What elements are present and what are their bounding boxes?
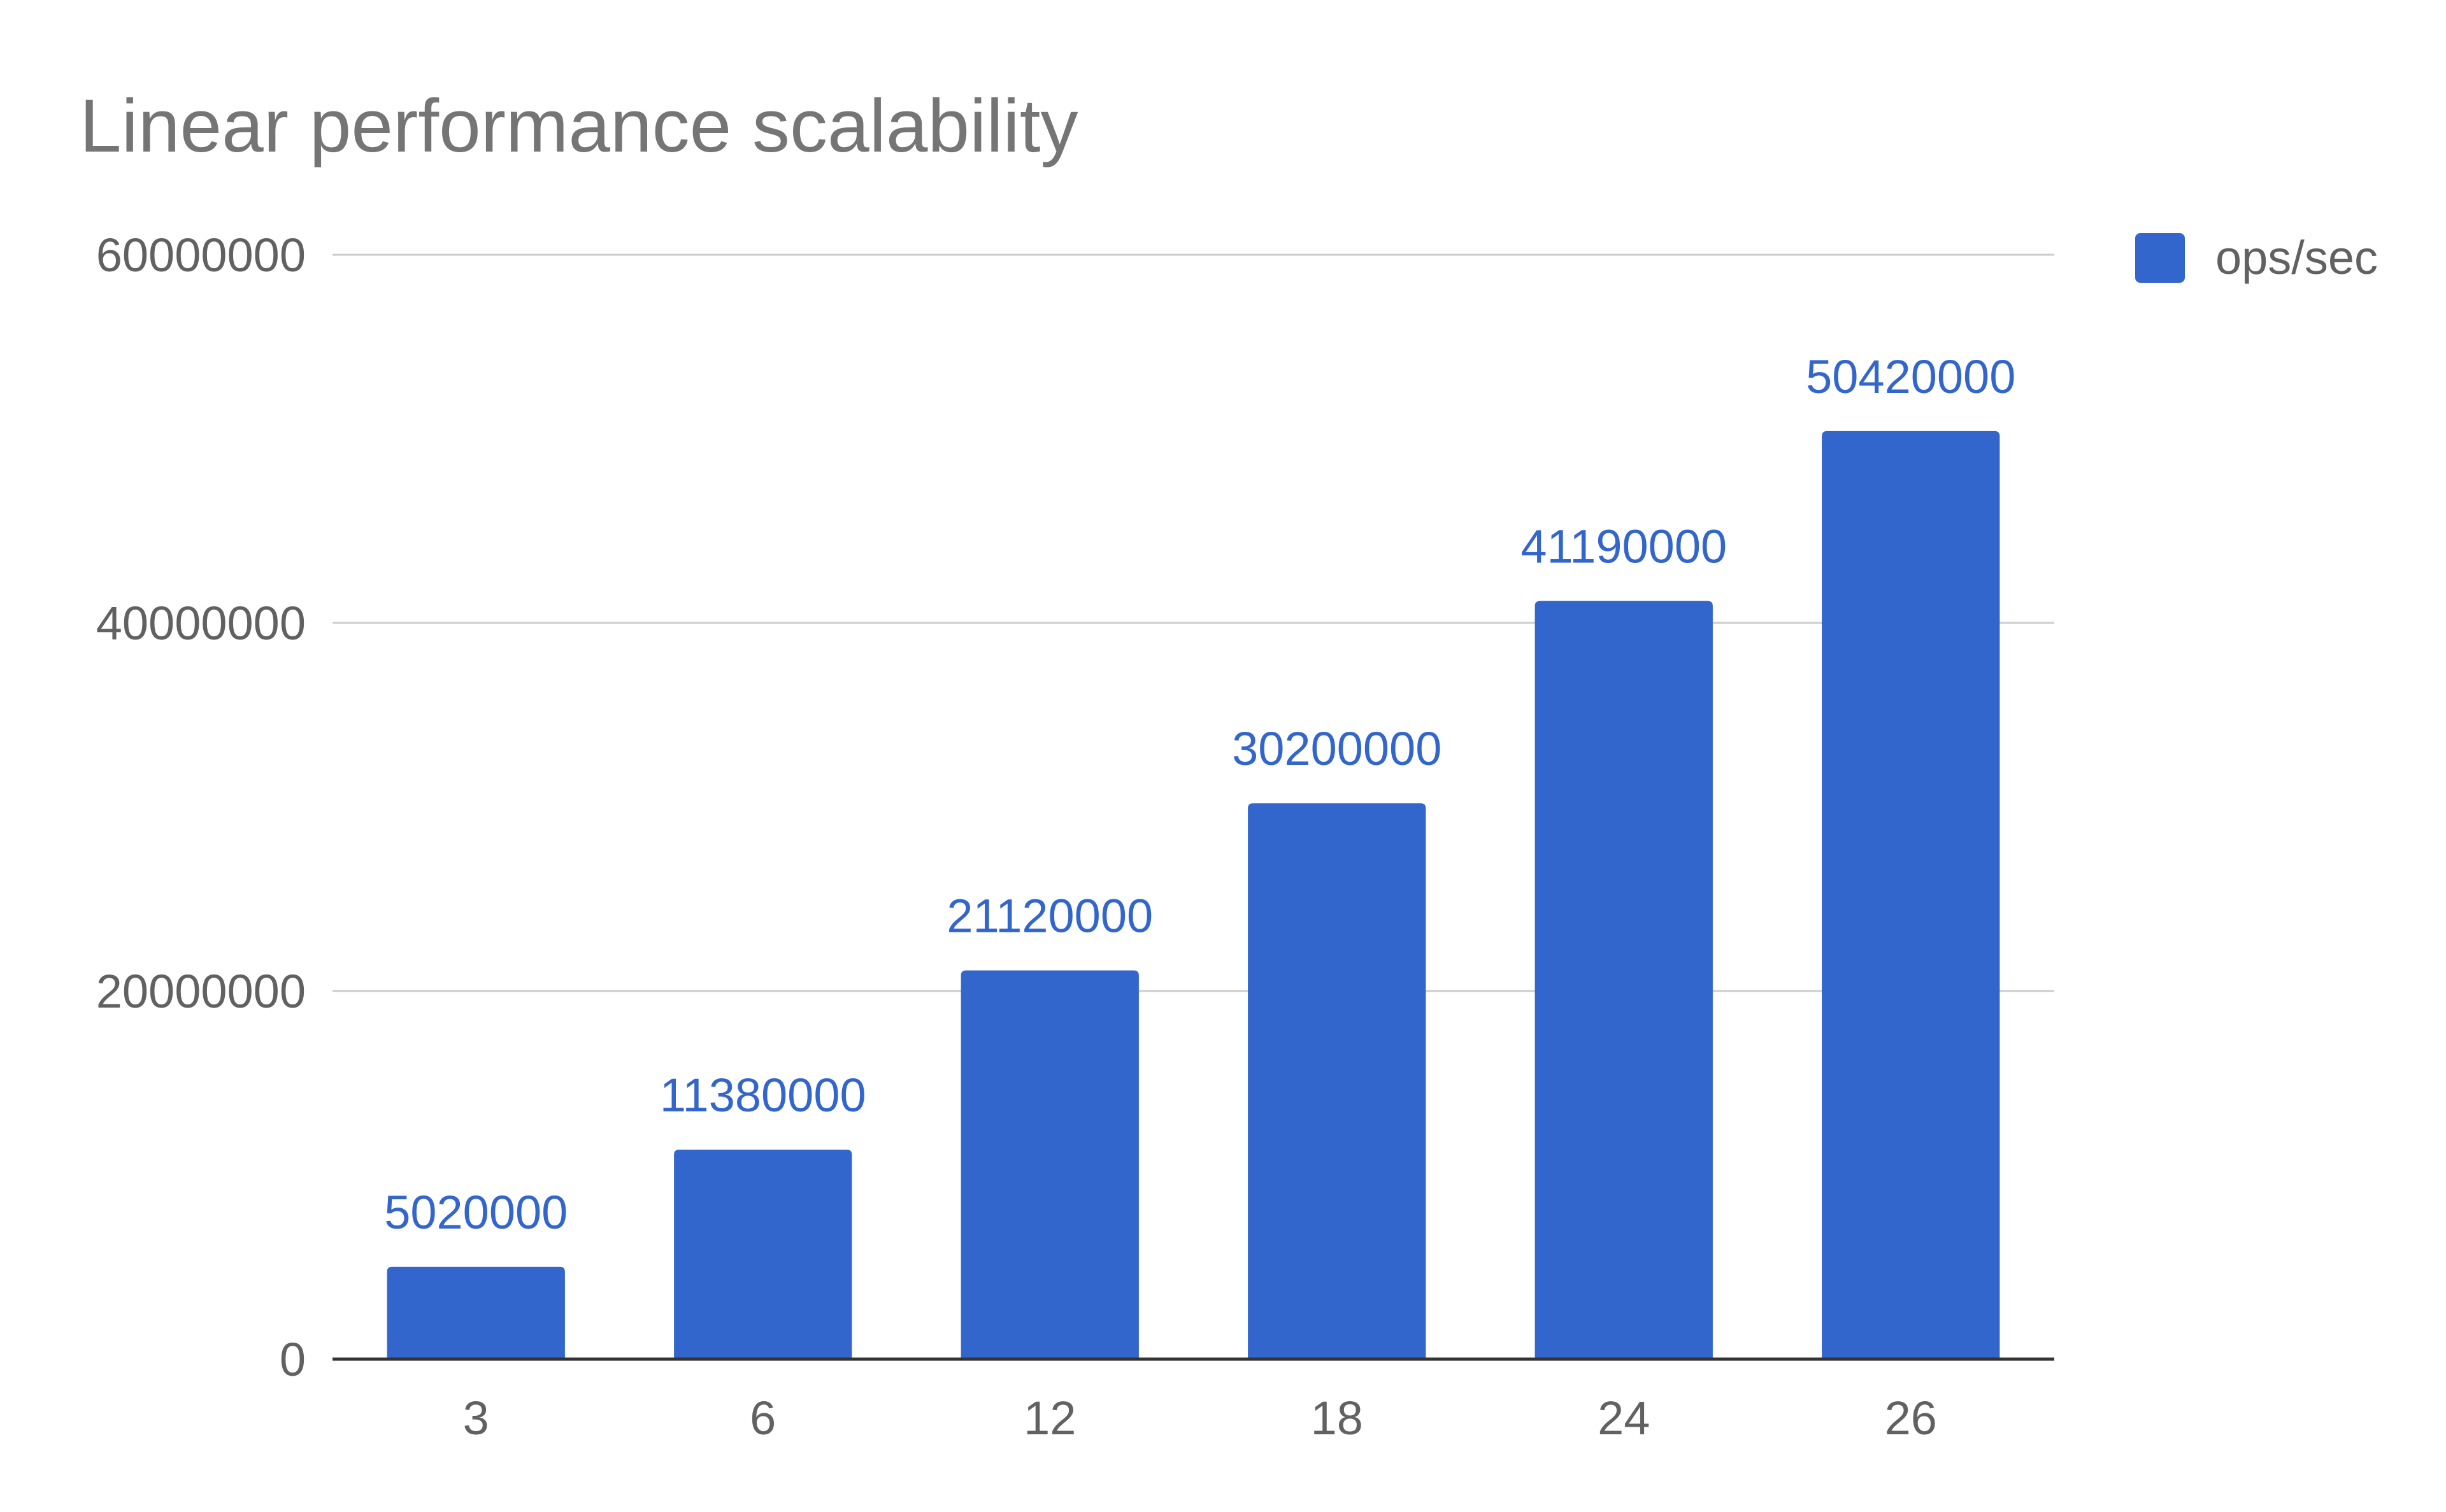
data-labels: 5020000 11380000 21120000 30200000 41190000 5… <box>384 350 2015 1239</box>
y-tick-label: 0 <box>280 1333 306 1386</box>
chart-title: Linear performance scalability <box>80 84 1078 168</box>
y-tick-label: 60000000 <box>96 229 306 282</box>
bar <box>1822 431 2000 1359</box>
bar-data-label: 41190000 <box>1520 520 1727 573</box>
bar <box>674 1150 852 1359</box>
y-tick-label: 40000000 <box>96 597 306 650</box>
legend: ops/sec <box>2135 231 2378 284</box>
bar-data-label: 21120000 <box>947 890 1153 943</box>
y-axis-tick-labels: 0 20000000 40000000 60000000 <box>96 229 306 1386</box>
bar <box>1248 803 1426 1359</box>
x-tick-label: 3 <box>463 1392 489 1444</box>
bar-data-label: 11380000 <box>660 1069 866 1122</box>
bar <box>1534 601 1713 1359</box>
legend-swatch <box>2135 233 2185 283</box>
x-tick-label: 12 <box>1024 1392 1076 1444</box>
bar-data-label: 50420000 <box>1806 350 2015 403</box>
bar-data-label: 30200000 <box>1232 722 1441 775</box>
x-tick-label: 6 <box>750 1392 776 1444</box>
bar-data-label: 5020000 <box>384 1186 568 1239</box>
x-tick-label: 26 <box>1885 1392 1937 1444</box>
bar <box>961 970 1139 1359</box>
gridlines <box>333 253 2054 992</box>
x-tick-label: 18 <box>1311 1392 1363 1444</box>
legend-label-ops-sec: ops/sec <box>2215 231 2378 284</box>
bar <box>387 1266 565 1359</box>
y-tick-label: 20000000 <box>96 965 306 1018</box>
x-axis-tick-labels: 3 6 12 18 24 26 <box>463 1392 1937 1444</box>
x-tick-label: 24 <box>1598 1392 1650 1444</box>
bars <box>387 431 2000 1359</box>
